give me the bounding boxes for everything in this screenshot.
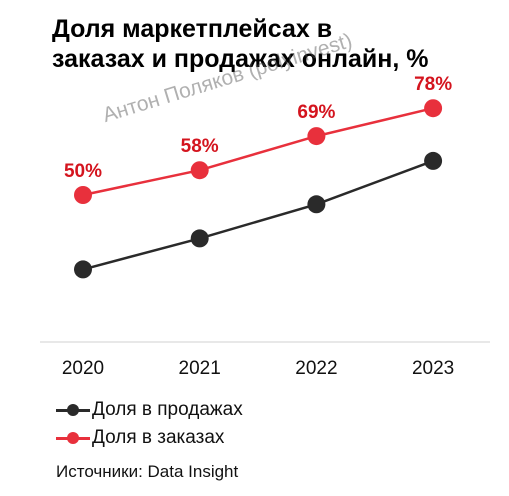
legend-swatch-orders (56, 432, 90, 444)
data-point-sales-2022 (307, 195, 326, 214)
data-point-sales-2023 (424, 151, 443, 170)
data-point-orders-2022 (307, 127, 326, 146)
series-line-sales (82, 159, 434, 271)
data-label-orders-2021: 58% (181, 136, 219, 157)
chart-title-line-1: Доля маркетплейсах в (52, 15, 333, 43)
data-point-orders-2020 (74, 186, 92, 204)
legend-item-orders: Доля в заказах (56, 424, 243, 452)
data-label-orders-2022: 69% (297, 102, 335, 123)
data-label-orders-2020: 50% (64, 161, 102, 182)
data-point-sales-2020 (74, 260, 92, 279)
x-tick-label-2020: 2020 (62, 358, 104, 379)
chart-title: Доля маркетплейсах в заказах и продажах … (52, 14, 502, 74)
legend-label-sales: Доля в продажах (92, 399, 243, 420)
data-label-orders-2023: 78% (414, 74, 452, 95)
legend-swatch-sales (56, 404, 90, 416)
x-tick-label-2023: 2023 (412, 358, 454, 379)
data-point-sales-2021 (190, 229, 209, 248)
source-note: Источники: Data Insight (56, 462, 239, 481)
data-point-orders-2021 (190, 161, 209, 180)
chart-title-line-2: заказах и продажах онлайн, % (52, 45, 429, 73)
legend: Доля в продажах Доля в заказах (56, 396, 243, 452)
series-line-orders (82, 106, 434, 197)
data-point-orders-2023 (424, 99, 443, 118)
x-tick-label-2022: 2022 (295, 358, 337, 379)
legend-item-sales: Доля в продажах (56, 396, 243, 424)
legend-label-orders: Доля в заказах (92, 427, 225, 448)
x-tick-label-2021: 2021 (179, 358, 221, 379)
